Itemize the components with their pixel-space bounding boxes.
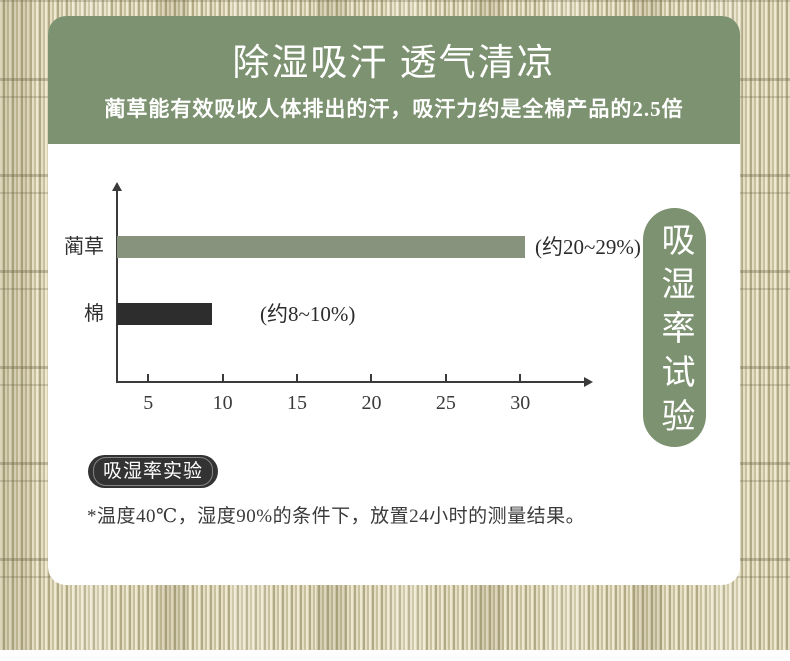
bar-cotton (117, 303, 212, 325)
x-axis-tick-label: 5 (143, 392, 154, 414)
x-axis-tick (444, 374, 447, 381)
category-label: 棉 (84, 303, 104, 325)
category-label: 蔺草 (64, 236, 104, 258)
moisture-test-side-tab: 吸湿率试验 (643, 208, 706, 447)
x-axis-tick (519, 374, 522, 381)
page-title: 除湿吸汗 透气清凉 (232, 43, 556, 84)
value-label: (约20~29%) (535, 235, 641, 259)
side-tab-label: 吸湿率试验 (656, 221, 693, 442)
content-card: 除湿吸汗 透气清凉 蔺草能有效吸收人体排出的汗，吸汗力约是全棉产品的2.5倍 蔺… (48, 16, 740, 585)
header-band: 除湿吸汗 透气清凉 蔺草能有效吸收人体排出的汗，吸汗力约是全棉产品的2.5倍 (48, 16, 740, 144)
x-axis-tick-label: 10 (212, 392, 233, 414)
footnote-text: *温度40℃，湿度90%的条件下，放置24小时的测量结果。 (87, 506, 586, 527)
x-axis-tick (296, 374, 299, 381)
x-axis-tick-label: 15 (287, 392, 308, 414)
x-axis-tick-label: 20 (361, 392, 382, 414)
y-axis-line (116, 190, 118, 382)
y-axis-arrow-icon (112, 182, 122, 191)
x-axis-tick (221, 374, 224, 381)
bar-rush (117, 236, 525, 258)
bottom-white-strip (0, 650, 790, 661)
x-axis-tick-label: 25 (435, 392, 456, 414)
experiment-badge: 吸湿率实验 (88, 455, 219, 488)
absorption-bar-chart: 蔺草 (约20~29%) 棉 (约8~10%) 5 10 15 20 25 30 (48, 144, 740, 585)
x-axis-tick (370, 374, 373, 381)
value-label: (约8~10%) (260, 302, 356, 326)
page-subtitle: 蔺草能有效吸收人体排出的汗，吸汗力约是全棉产品的2.5倍 (104, 97, 684, 121)
x-axis-arrow-icon (584, 377, 593, 387)
x-axis-tick-label: 30 (510, 392, 531, 414)
experiment-badge-label: 吸湿率实验 (93, 457, 214, 486)
x-axis-tick (147, 374, 150, 381)
x-axis-line (116, 381, 586, 383)
